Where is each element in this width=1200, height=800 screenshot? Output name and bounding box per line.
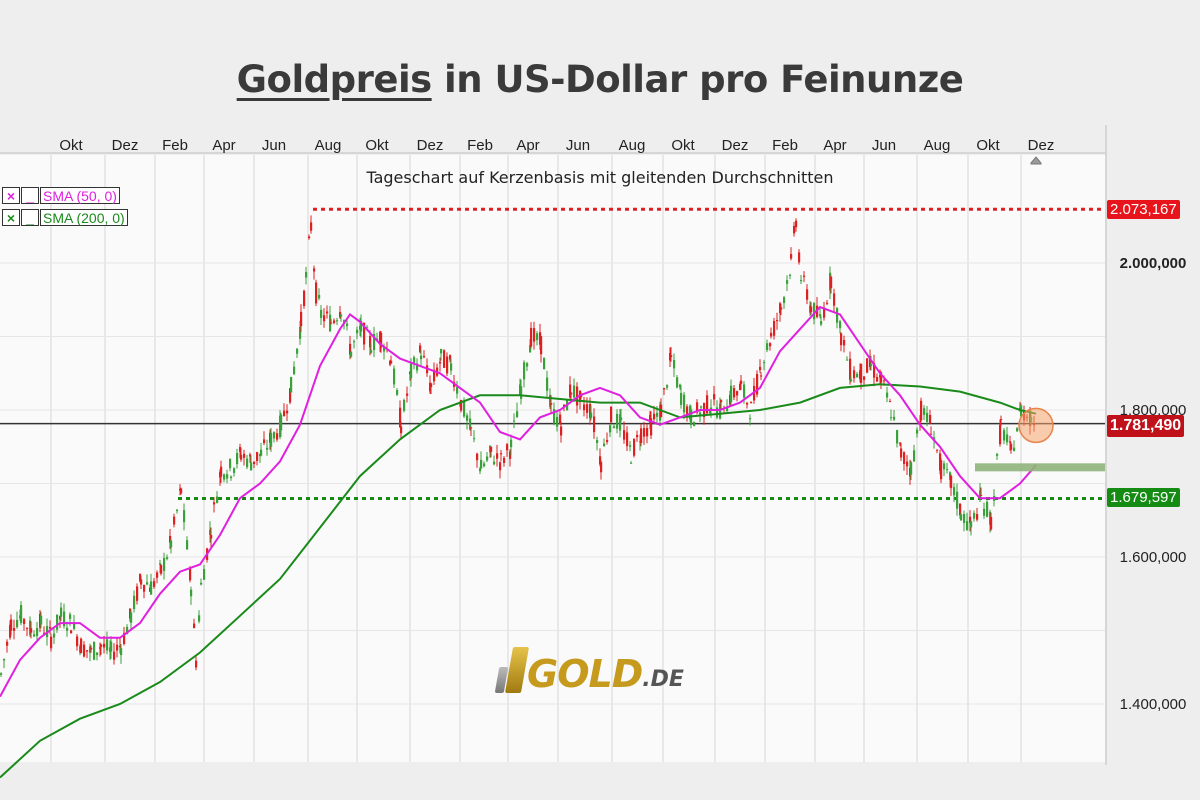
support-price-label: 1.679,597 xyxy=(1107,488,1180,507)
sma50-label[interactable]: SMA (50, 0) xyxy=(40,187,120,204)
minimize-sma200-icon[interactable]: _ xyxy=(21,209,39,226)
svg-text:Dez: Dez xyxy=(417,137,444,154)
chart-subtitle: Tageschart auf Kerzenbasis mit gleitende… xyxy=(366,168,834,187)
current-price-highlight xyxy=(1018,407,1054,444)
resistance-price-label: 2.073,167 xyxy=(1107,200,1180,219)
current-price-label: 1.781,490 xyxy=(1107,415,1185,437)
time-axis-labels: Okt Dez Feb Apr Jun Aug Okt Dez Feb Apr Jun Aug Okt D… xyxy=(59,137,1054,154)
svg-text:1.800,000: 1.800,000 xyxy=(1120,402,1187,419)
svg-text:Jun: Jun xyxy=(872,137,896,154)
logo-gold-bar-icon xyxy=(504,647,530,693)
sma200-line xyxy=(0,383,1037,779)
svg-text:Dez: Dez xyxy=(112,137,139,154)
legend-sma200: × _ SMA (200, 0) xyxy=(2,209,129,227)
title-rest: in US-Dollar pro Feinunze xyxy=(431,58,964,101)
svg-text:Feb: Feb xyxy=(162,137,188,154)
svg-text:Okt: Okt xyxy=(976,137,1000,154)
svg-text:Okt: Okt xyxy=(59,137,83,154)
logo-brand: GOLD xyxy=(527,652,643,696)
time-axis-band xyxy=(0,125,1105,155)
svg-text:Jun: Jun xyxy=(262,137,286,154)
price-axis-panel xyxy=(1105,153,1200,762)
svg-text:Jun: Jun xyxy=(566,137,590,154)
svg-text:Dez: Dez xyxy=(722,137,749,154)
svg-text:Feb: Feb xyxy=(772,137,798,154)
minimize-sma50-icon[interactable]: _ xyxy=(21,187,39,204)
svg-text:1.600,000: 1.600,000 xyxy=(1120,549,1187,566)
price-axis-labels: 2.000,000 1.800,000 1.600,000 1.400,000 xyxy=(1120,255,1187,713)
svg-text:Apr: Apr xyxy=(823,137,846,154)
grid-lines xyxy=(0,155,1105,762)
svg-text:Aug: Aug xyxy=(924,137,951,154)
remove-sma50-icon[interactable]: × xyxy=(2,187,20,204)
plot-area xyxy=(0,155,1105,762)
support-zone xyxy=(975,463,1105,472)
chart-title: Goldpreis in US-Dollar pro Feinunze xyxy=(0,58,1200,101)
svg-text:2.000,000: 2.000,000 xyxy=(1120,255,1187,272)
title-underlined: Goldpreis xyxy=(236,58,433,101)
svg-text:Aug: Aug xyxy=(315,137,342,154)
svg-text:Apr: Apr xyxy=(212,137,235,154)
svg-text:Okt: Okt xyxy=(671,137,695,154)
remove-sma200-icon[interactable]: × xyxy=(2,209,20,226)
sma50-line xyxy=(0,305,1037,698)
today-marker-icon[interactable] xyxy=(1030,156,1042,165)
sma200-label[interactable]: SMA (200, 0) xyxy=(40,209,128,226)
gold-de-logo: GOLD .DE xyxy=(494,647,684,696)
legend-sma50: × _ SMA (50, 0) xyxy=(2,187,121,205)
svg-text:Dez: Dez xyxy=(1028,137,1055,154)
svg-text:Apr: Apr xyxy=(516,137,539,154)
svg-text:Aug: Aug xyxy=(619,137,646,154)
svg-text:1.400,000: 1.400,000 xyxy=(1120,696,1187,713)
svg-text:Okt: Okt xyxy=(365,137,389,154)
logo-tld: .DE xyxy=(642,667,684,692)
svg-text:Feb: Feb xyxy=(467,137,493,154)
